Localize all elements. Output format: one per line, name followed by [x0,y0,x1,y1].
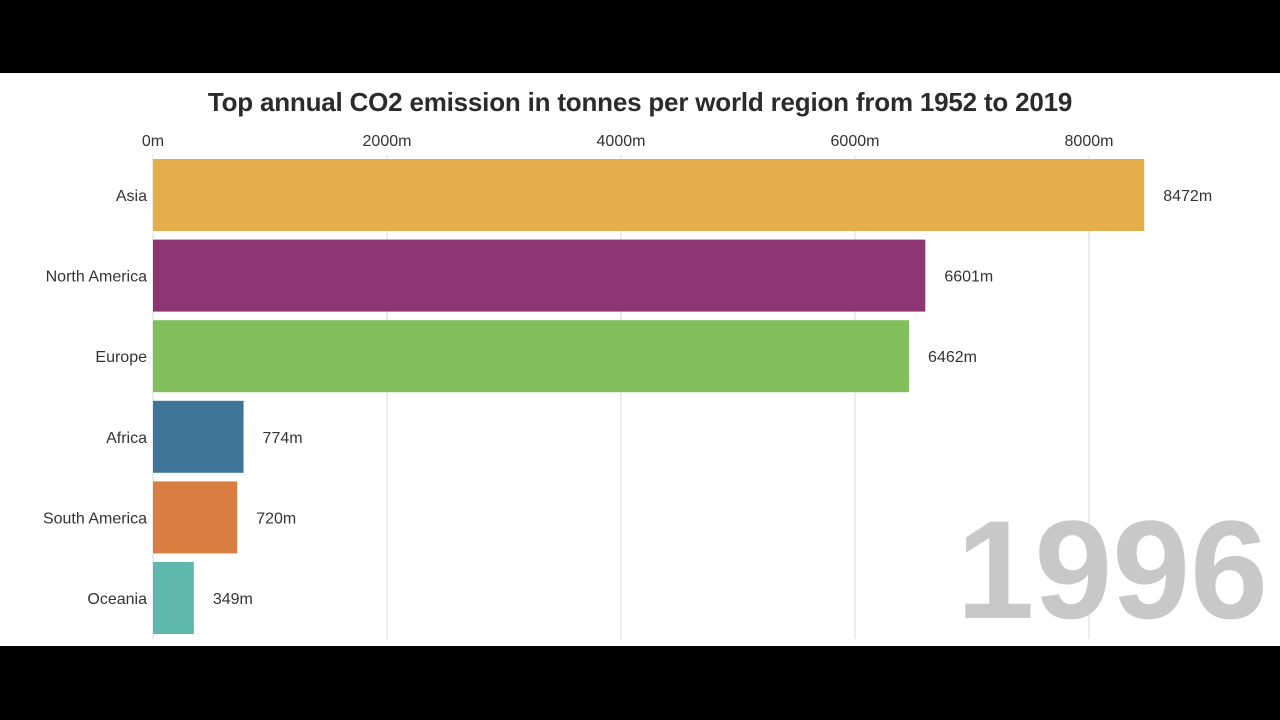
x-tick-label: 2000m [363,133,412,150]
category-label: Oceania [87,591,147,608]
value-label: 774m [263,430,303,447]
chart-title: Top annual CO2 emission in tonnes per wo… [207,87,1073,117]
bar [153,400,244,473]
value-label: 349m [213,591,253,608]
letterbox-bottom [0,646,1280,720]
bar [153,239,926,312]
bar-chart: 0m 2000m 4000m 6000m 8000m 1996 Asia North Am… [43,133,1268,646]
x-tick-label: 6000m [831,133,880,150]
chart-panel: Top annual CO2 emission in tonnes per wo… [0,73,1280,646]
value-label: 8472m [1163,188,1212,205]
year-label: 1996 [957,491,1268,646]
category-label: South America [43,510,147,527]
x-tick-label: 0m [142,133,164,150]
x-tick-label: 8000m [1065,133,1114,150]
bar [153,320,910,393]
x-axis-ticks: 0m 2000m 4000m 6000m 8000m [142,133,1114,150]
value-label: 720m [256,510,296,527]
letterbox-top [0,0,1280,73]
bar [153,562,194,634]
bars [153,159,1145,634]
category-label: Europe [95,349,147,366]
gridlines [152,155,1090,639]
bar [153,159,1145,231]
value-labels: 8472m 6601m 6462m 774m 720m 349m [213,188,1212,608]
category-labels: Asia North America Europe Africa South Ameri… [43,188,147,608]
value-label: 6462m [928,349,977,366]
value-label: 6601m [944,269,993,286]
category-label: Africa [106,430,147,447]
category-label: Asia [116,188,147,205]
bar [153,481,238,554]
x-tick-label: 4000m [597,133,646,150]
category-label: North America [46,269,147,286]
